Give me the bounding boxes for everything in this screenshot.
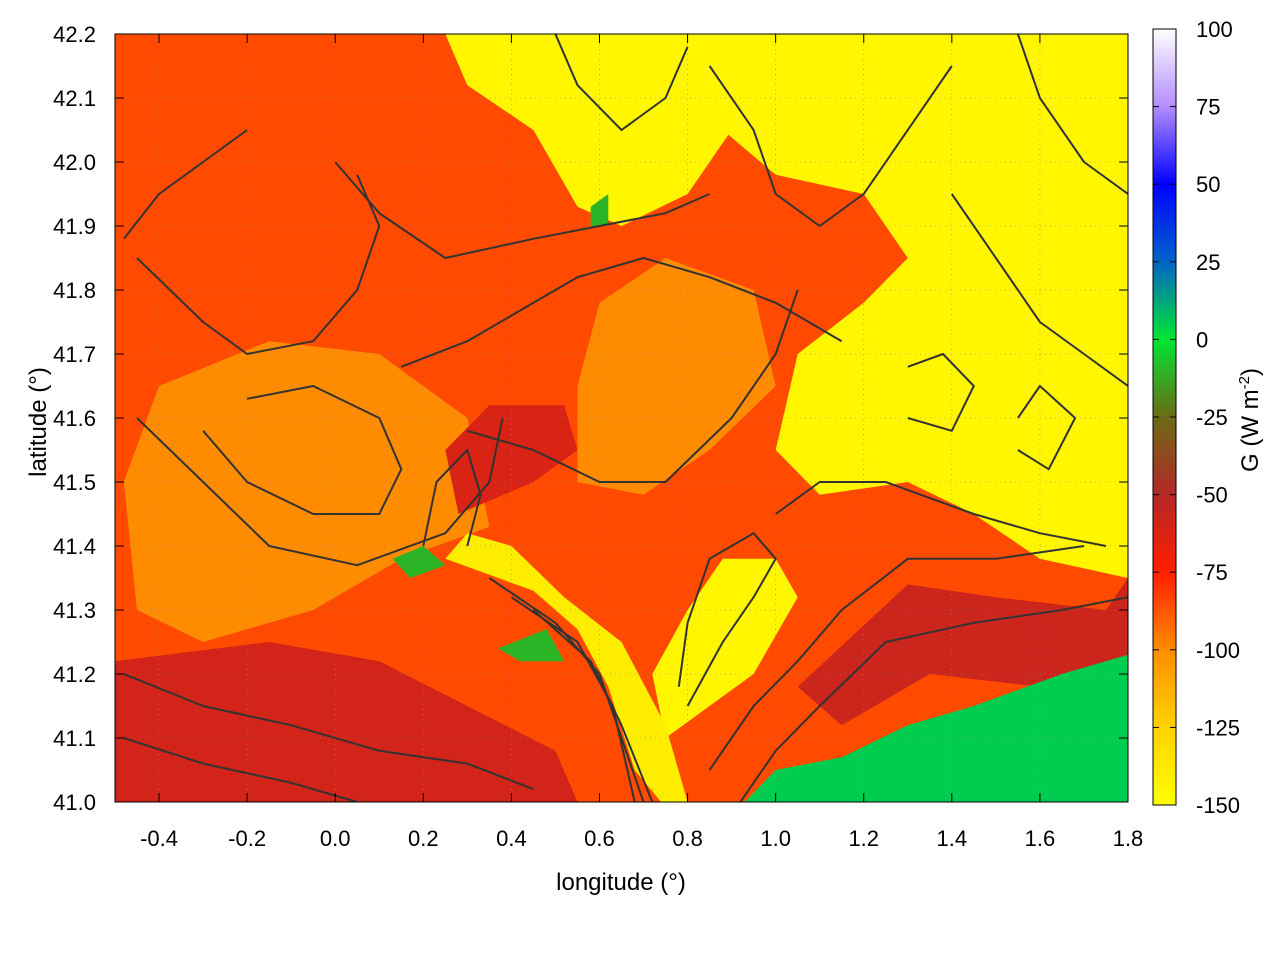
contour-line — [708, 65, 953, 227]
region-southeast-dark — [797, 578, 1128, 726]
colorbar-tick-label: 0 — [1196, 327, 1208, 352]
colorbar-tick-label: -150 — [1196, 793, 1240, 818]
contour-line — [123, 129, 248, 240]
y-tick-label: 41.3 — [53, 598, 96, 623]
region-green-patch-2 — [392, 546, 446, 578]
y-tick-label: 41.7 — [53, 342, 96, 367]
y-tick-label: 42.0 — [53, 150, 96, 175]
region-central-plain — [577, 258, 776, 495]
colorbar-ticks: 100 75 50 25 0 -25 -50 -75 -100 -125 -150 — [1153, 17, 1240, 818]
contour-line — [334, 161, 710, 259]
y-tick-label: 41.5 — [53, 470, 96, 495]
x-tick-label: 0.4 — [496, 826, 527, 851]
colorbar-tick-label: 50 — [1196, 172, 1220, 197]
contour-line — [907, 353, 975, 432]
region-west-plain — [123, 341, 490, 642]
y-tick-label: 41.8 — [53, 278, 96, 303]
heatmap-field — [115, 34, 1128, 802]
y-tick-label: 41.9 — [53, 214, 96, 239]
contour-line — [136, 417, 504, 567]
contour-line — [554, 34, 689, 131]
colorbar-label: G (W m-2) — [1236, 368, 1264, 472]
contour-line — [739, 596, 1128, 802]
y-axis-label: latitude (°) — [25, 367, 52, 477]
contour-line — [467, 289, 799, 483]
contour-line — [677, 532, 777, 707]
x-tick-label: 0.8 — [672, 826, 703, 851]
colorbar-tick-label: -125 — [1196, 715, 1240, 740]
x-tick-label: -0.4 — [140, 826, 178, 851]
x-axis-ticks: -0.4 -0.2 0.0 0.2 0.4 0.6 0.8 1.0 1.2 1.4 1.6 1.8 — [140, 34, 1143, 851]
contour-line — [123, 737, 358, 802]
colorbar-tick-label: -100 — [1196, 638, 1240, 663]
x-tick-label: 1.2 — [848, 826, 879, 851]
y-tick-label: 41.0 — [53, 790, 96, 815]
colorbar-tick-label: 100 — [1196, 17, 1233, 42]
x-tick-label: 1.6 — [1025, 826, 1056, 851]
y-tick-label: 41.2 — [53, 662, 96, 687]
y-tick-label: 41.6 — [53, 406, 96, 431]
contour-line — [488, 577, 645, 802]
region-northeast-yellow — [687, 34, 1128, 578]
contour-line — [532, 609, 654, 802]
colorbar-label-exponent: -2 — [1236, 376, 1253, 389]
colorbar-tick-label: -75 — [1196, 560, 1228, 585]
x-tick-label: 0.6 — [584, 826, 615, 851]
x-tick-label: 1.0 — [760, 826, 791, 851]
y-tick-label: 42.1 — [53, 86, 96, 111]
x-tick-label: 0.2 — [408, 826, 439, 851]
contour-line — [123, 673, 534, 791]
colorbar-tick-label: -25 — [1196, 405, 1228, 430]
x-axis-label: longitude (°) — [556, 869, 686, 896]
contour-line — [1017, 385, 1077, 471]
y-tick-label: 42.2 — [53, 22, 96, 47]
x-tick-label: -0.2 — [228, 826, 266, 851]
x-tick-label: 0.0 — [320, 826, 351, 851]
contour-line — [950, 193, 1128, 387]
region-north-yellow — [445, 34, 732, 226]
colorbar-label-end: ) — [1237, 368, 1264, 376]
y-axis-ticks: 41.0 41.1 41.2 41.3 41.4 41.5 41.6 41.7 41.8 41.9… — [53, 22, 1128, 815]
contour-line — [202, 385, 403, 515]
contour-line — [400, 257, 843, 368]
contour-line — [136, 174, 381, 355]
contour-lines — [123, 34, 1128, 802]
colorbar-tick-label: 25 — [1196, 250, 1220, 275]
colorbar-tick-label: -50 — [1196, 483, 1228, 508]
x-tick-label: 1.8 — [1113, 826, 1144, 851]
contour-line — [708, 545, 1085, 771]
region-river-yellow-strip — [445, 533, 688, 802]
y-tick-label: 41.1 — [53, 726, 96, 751]
contour-line — [775, 481, 1107, 547]
contour-line — [422, 449, 482, 547]
contour-line — [1016, 34, 1128, 195]
region-green-patch-1 — [498, 629, 565, 662]
colorbar-tick-label: 75 — [1196, 95, 1220, 120]
colorbar-label-base: G (W m — [1237, 389, 1264, 472]
x-tick-label: 1.4 — [937, 826, 968, 851]
region-coast-sea — [744, 654, 1128, 802]
y-tick-label: 41.4 — [53, 534, 96, 559]
region-mid-yellow-patch — [652, 558, 798, 738]
